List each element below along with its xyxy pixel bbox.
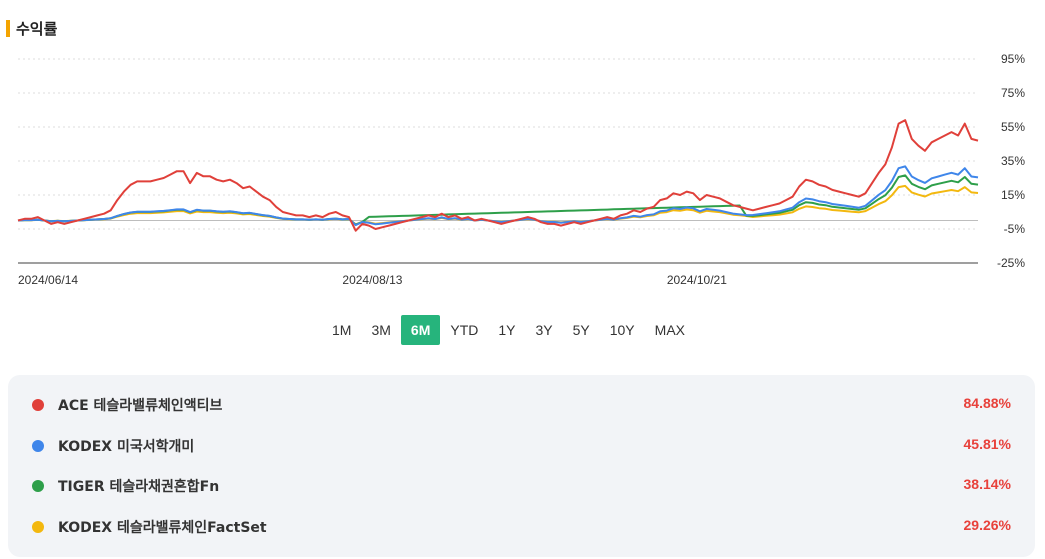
period-tab-max[interactable]: MAX — [654, 322, 685, 338]
period-tab-6m[interactable]: 6M — [400, 315, 441, 345]
series-line-2 — [17, 174, 979, 226]
period-selector: 1M 3M 6M YTD 1Y 3Y 5Y 10Y MAX — [322, 315, 695, 345]
legend-return-value: 38.14% — [963, 476, 1011, 492]
legend-name: ACE 테슬라밸류체인액티브 — [58, 398, 223, 414]
period-tab-1y[interactable]: 1Y — [498, 322, 516, 338]
section-title: 수익률 — [6, 17, 57, 39]
legend-return-value: 45.81% — [963, 435, 1011, 452]
period-tab-1m[interactable]: 1M — [332, 322, 352, 338]
y-tick-label: 95% — [1001, 52, 1025, 66]
page-title: 수익률 — [16, 19, 58, 38]
legend-row: TIGER 테슬라채권혼합Fn 38.14% — [8, 466, 1035, 507]
y-tick-label: -5% — [1004, 222, 1026, 236]
legend-return-value: 84.88% — [963, 395, 1011, 411]
y-tick-label: 75% — [1001, 86, 1025, 100]
legend-dot-icon — [32, 480, 44, 492]
x-tick-label: 2024/08/13 — [342, 273, 402, 287]
period-tab-5y[interactable]: 5Y — [572, 322, 590, 338]
legend-row: KODEX 테슬라밸류체인FactSet 29.26% — [8, 507, 1035, 548]
series-line-1 — [17, 165, 979, 227]
legend-dot-icon — [32, 399, 44, 411]
legend-name: KODEX 미국서학개미 — [58, 438, 195, 455]
period-tab-10y[interactable]: 10Y — [609, 322, 635, 338]
legend-dot-icon — [32, 520, 44, 533]
legend-return-value: 29.26% — [963, 516, 1011, 533]
legend-row: KODEX 미국서학개미 45.81% — [8, 426, 1035, 467]
x-tick-label: 2024/06/14 — [18, 273, 78, 287]
x-tick-label: 2024/10/21 — [667, 273, 727, 287]
period-tab-3y[interactable]: 3Y — [535, 322, 553, 338]
title-accent-bar — [6, 19, 10, 37]
legend-name: TIGER 테슬라채권혼합Fn — [58, 479, 220, 495]
legend-panel: ACE 테슬라밸류체인액티브 84.88% KODEX 미국서학개미 45.81% TI… — [8, 375, 1035, 557]
legend-dot-icon — [32, 439, 44, 452]
y-tick-label: -25% — [997, 256, 1025, 270]
legend-name: KODEX 테슬라밸류체인FactSet — [58, 519, 267, 536]
period-tab-3m[interactable]: 3M — [371, 322, 391, 338]
series-line-0 — [17, 119, 979, 232]
return-line-chart: 95% 75% 55% 35% 15% -5% -25% 2024/06/14 2024/08/… — [17, 52, 1026, 287]
y-tick-label: 15% — [1001, 188, 1025, 202]
y-tick-label: 35% — [1001, 154, 1025, 168]
legend-row: ACE 테슬라밸류체인액티브 84.88% — [8, 385, 1035, 426]
period-tab-ytd[interactable]: YTD — [450, 322, 479, 338]
y-tick-label: 55% — [1001, 120, 1025, 134]
